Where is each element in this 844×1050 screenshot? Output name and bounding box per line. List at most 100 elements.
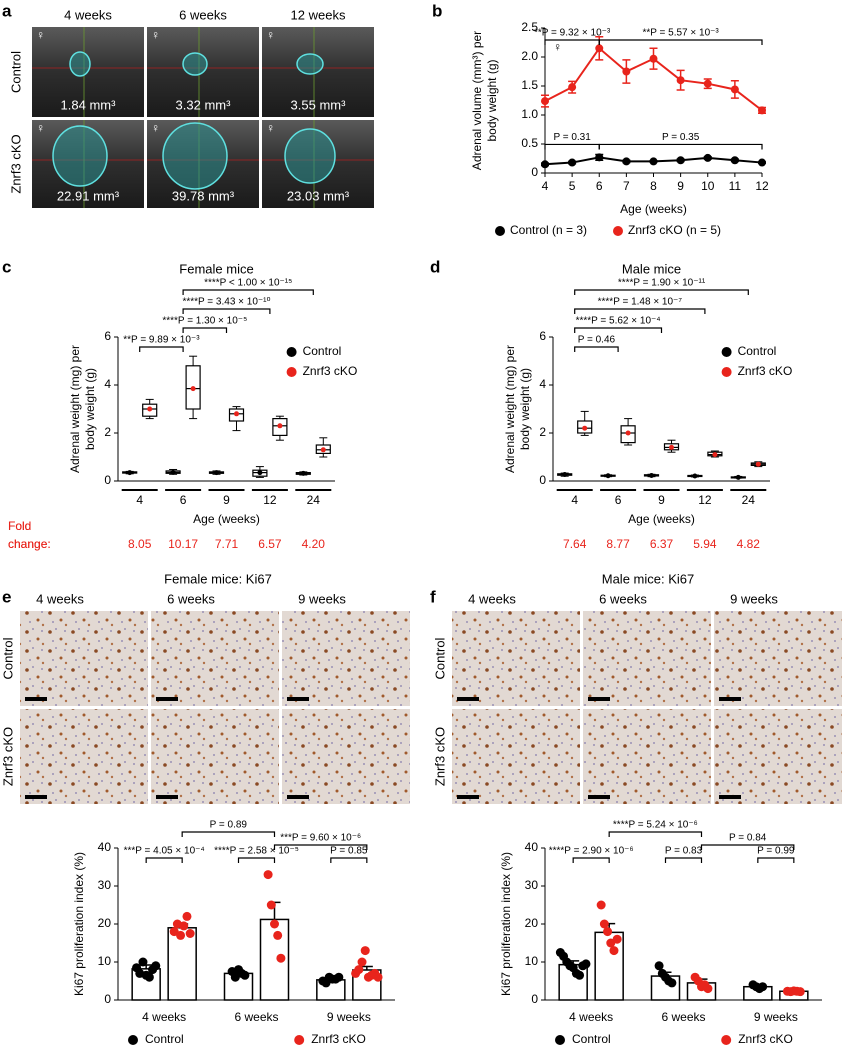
fold-change-label: Fold bbox=[8, 519, 31, 533]
data-point bbox=[138, 957, 148, 967]
scale-bar bbox=[287, 697, 309, 701]
volume-label: 1.84 mm³ bbox=[61, 97, 117, 112]
data-point bbox=[185, 929, 195, 938]
data-point bbox=[603, 927, 613, 937]
x-tick-label: 5 bbox=[569, 179, 576, 193]
p-value-label: P = 0.84 bbox=[729, 833, 767, 844]
y-tick-label: 10 bbox=[98, 954, 112, 968]
significance-bracket bbox=[330, 857, 368, 863]
column-header: 12 weeks bbox=[291, 7, 346, 22]
panel-letter: c bbox=[2, 257, 11, 276]
median-dot bbox=[257, 470, 263, 476]
column-header: 9 weeks bbox=[298, 591, 346, 606]
fold-change-value: 8.77 bbox=[606, 537, 630, 551]
y-tick-label: 1.0 bbox=[521, 107, 538, 121]
significance-bracket bbox=[757, 857, 795, 863]
significance-bracket bbox=[544, 143, 600, 150]
x-tick-label: 6 weeks bbox=[661, 1010, 705, 1024]
panel-letter: b bbox=[432, 1, 442, 20]
x-axis-title: Age (weeks) bbox=[620, 202, 687, 216]
y-axis-title: Ki67 proliferation index (%) bbox=[72, 852, 86, 996]
y-tick-label: 0 bbox=[104, 992, 111, 1006]
sex-symbol: ♀ bbox=[553, 40, 562, 54]
point bbox=[649, 54, 658, 63]
point bbox=[595, 44, 604, 53]
significance-bracket bbox=[237, 857, 276, 863]
median-dot bbox=[300, 470, 306, 476]
histology-image bbox=[282, 709, 410, 804]
significance-bracket bbox=[574, 327, 663, 333]
y-tick-label: 0 bbox=[531, 165, 538, 179]
x-tick-label: 4 bbox=[136, 493, 143, 507]
y-tick-label: 30 bbox=[525, 878, 539, 892]
row-header: Control bbox=[432, 637, 447, 679]
x-tick-label: 24 bbox=[742, 493, 756, 507]
data-point bbox=[354, 965, 364, 975]
p-value-label: P = 0.35 bbox=[662, 132, 700, 143]
panel-letter: a bbox=[2, 1, 12, 20]
x-tick-label: 6 bbox=[596, 179, 603, 193]
p-value-label: P = 0.83 bbox=[665, 846, 703, 857]
data-point bbox=[182, 911, 192, 921]
y-tick-label: 6 bbox=[104, 329, 111, 343]
significance-bracket bbox=[574, 308, 706, 314]
point bbox=[568, 83, 577, 92]
x-tick-label: 11 bbox=[729, 179, 742, 193]
x-tick-label: 6 bbox=[180, 493, 187, 507]
fold-change-value: 10.17 bbox=[168, 537, 198, 551]
histology-image bbox=[452, 709, 580, 804]
volume-label: 22.91 mm³ bbox=[57, 188, 120, 203]
y-tick-label: 10 bbox=[525, 954, 539, 968]
y-tick-label: 40 bbox=[98, 840, 112, 854]
histology-image bbox=[20, 709, 148, 804]
significance-bracket bbox=[572, 857, 610, 863]
point bbox=[703, 153, 712, 162]
median-dot bbox=[320, 447, 326, 453]
x-tick-label: 4 weeks bbox=[569, 1010, 613, 1024]
median-dot bbox=[277, 423, 283, 429]
fold-change-value: 4.82 bbox=[737, 537, 761, 551]
legend-label: Control bbox=[572, 1032, 611, 1046]
legend-label: Znrf3 cKO bbox=[738, 1032, 793, 1046]
fold-change-value: 5.94 bbox=[693, 537, 717, 551]
data-point bbox=[360, 946, 370, 956]
significance-bracket bbox=[574, 346, 619, 352]
fold-change-value: 6.57 bbox=[258, 537, 282, 551]
legend-marker bbox=[128, 1035, 138, 1045]
median-dot bbox=[712, 452, 718, 458]
sex-symbol: ♀ bbox=[266, 28, 275, 42]
scale-bar bbox=[588, 697, 610, 701]
significance-bracket bbox=[145, 857, 183, 863]
point bbox=[676, 76, 685, 85]
error-bar bbox=[360, 965, 373, 970]
data-point bbox=[654, 961, 664, 971]
point bbox=[622, 157, 631, 166]
sex-symbol: ♀ bbox=[151, 121, 160, 135]
median-dot bbox=[625, 430, 631, 436]
data-point bbox=[612, 934, 622, 944]
scale-bar bbox=[156, 795, 178, 799]
point bbox=[622, 67, 631, 76]
data-point bbox=[357, 957, 367, 967]
panel-title: Male mice: Ki67 bbox=[602, 571, 694, 586]
p-value-label: **P = 9.32 × 10⁻³ bbox=[534, 28, 611, 39]
histology-image bbox=[20, 611, 148, 706]
x-tick-label: 6 bbox=[615, 493, 622, 507]
data-point bbox=[373, 972, 383, 982]
legend-label: Znrf3 cKO bbox=[738, 364, 793, 378]
p-value-label: P = 0.85 bbox=[330, 846, 368, 857]
legend-marker bbox=[286, 347, 297, 357]
legend-label: Znrf3 cKO bbox=[311, 1032, 366, 1046]
data-point bbox=[266, 900, 276, 910]
histology-image bbox=[151, 611, 279, 706]
data-point bbox=[179, 921, 189, 931]
data-point bbox=[599, 919, 609, 929]
y-tick-label: 0.5 bbox=[521, 136, 538, 150]
median-dot bbox=[605, 473, 611, 479]
p-value-label: P = 0.99 bbox=[757, 846, 795, 857]
y-axis-title: body weight (g) bbox=[83, 368, 97, 450]
significance-bracket bbox=[598, 39, 763, 45]
y-tick-label: 6 bbox=[539, 329, 546, 343]
point bbox=[595, 153, 604, 162]
data-point bbox=[609, 946, 619, 956]
